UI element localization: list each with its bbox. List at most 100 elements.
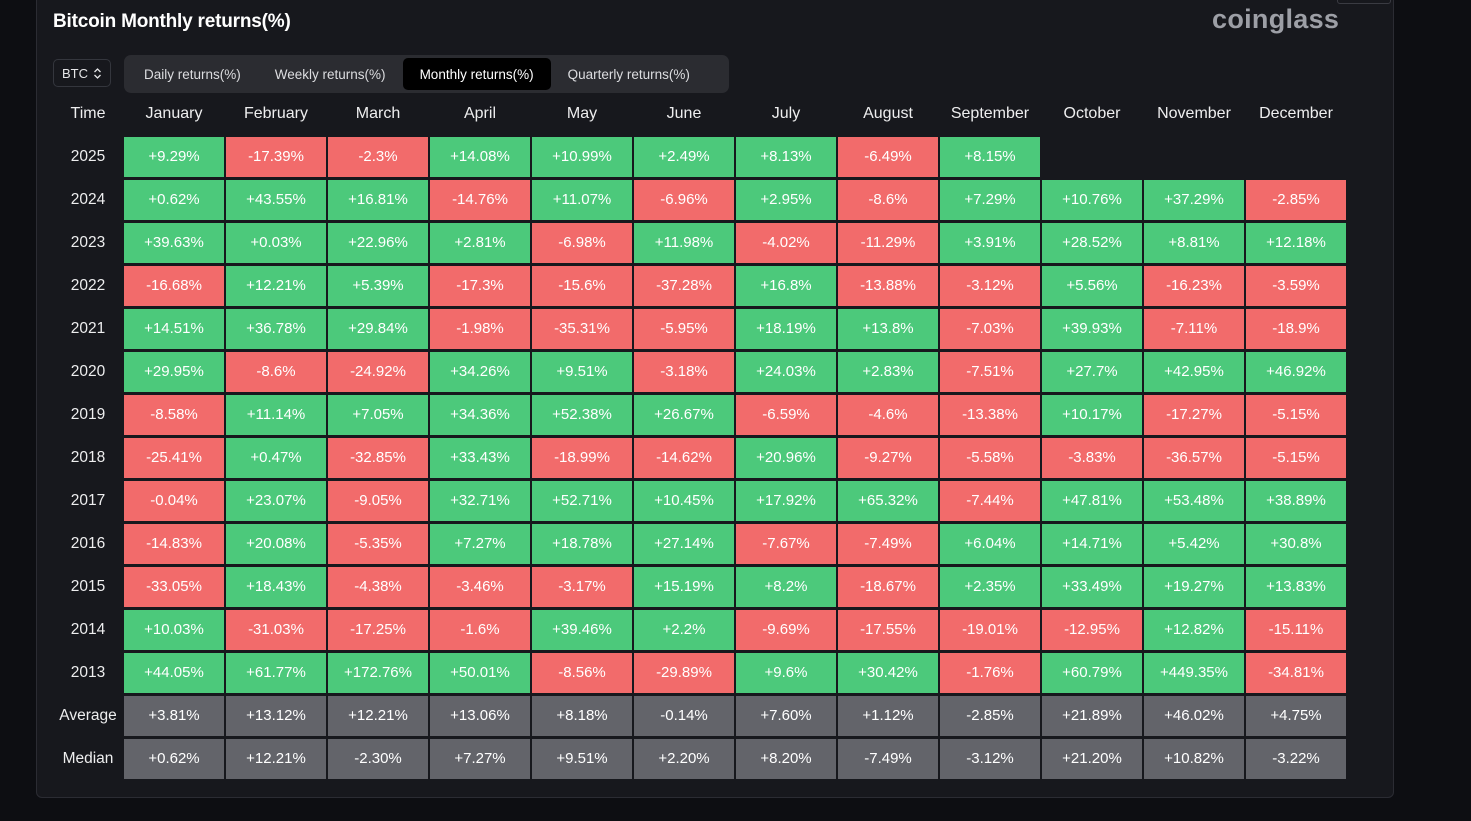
cell-2025-february: -17.39% xyxy=(226,137,326,177)
cell-2016-november: +5.42% xyxy=(1144,524,1244,564)
cell-2022-october: +5.56% xyxy=(1042,266,1142,306)
cell-2014-september: -19.01% xyxy=(940,610,1040,650)
cell-2019-november: -17.27% xyxy=(1144,395,1244,435)
cell-2015-march: -4.38% xyxy=(328,567,428,607)
cell-2022-december: -3.59% xyxy=(1246,266,1346,306)
row-label-2018: 2018 xyxy=(70,449,106,466)
cell-2023-april: +2.81% xyxy=(430,223,530,263)
cell-2013-january: +44.05% xyxy=(124,653,224,693)
cell-2020-april: +34.26% xyxy=(430,352,530,392)
cell-median-july: +8.20% xyxy=(736,739,836,779)
cell-2017-august: +65.32% xyxy=(838,481,938,521)
cell-2013-july: +9.6% xyxy=(736,653,836,693)
cell-2021-december: -18.9% xyxy=(1246,309,1346,349)
cell-2016-august: -7.49% xyxy=(838,524,938,564)
header-january: January xyxy=(145,105,203,122)
cell-2017-february: +23.07% xyxy=(226,481,326,521)
cell-median-february: +12.21% xyxy=(226,739,326,779)
cell-2022-january: -16.68% xyxy=(124,266,224,306)
cell-2020-january: +29.95% xyxy=(124,352,224,392)
asset-select[interactable]: BTC xyxy=(53,59,111,87)
returns-tab-bar: Daily returns(%) Weekly returns(%) Month… xyxy=(124,55,729,93)
cell-median-january: +0.62% xyxy=(124,739,224,779)
cell-2023-september: +3.91% xyxy=(940,223,1040,263)
cell-2017-march: -9.05% xyxy=(328,481,428,521)
header-october: October xyxy=(1063,105,1121,122)
cell-2021-may: -35.31% xyxy=(532,309,632,349)
tab-monthly-returns[interactable]: Monthly returns(%) xyxy=(402,58,551,90)
row-label-2021: 2021 xyxy=(70,320,106,337)
header-august: August xyxy=(863,105,913,122)
cell-2020-june: -3.18% xyxy=(634,352,734,392)
chevron-up-down-icon xyxy=(93,67,102,80)
panel-corner-tab xyxy=(1337,0,1391,4)
header-june: June xyxy=(666,105,702,122)
cell-2015-december: +13.83% xyxy=(1246,567,1346,607)
cell-2018-december: -5.15% xyxy=(1246,438,1346,478)
cell-2022-may: -15.6% xyxy=(532,266,632,306)
cell-median-april: +7.27% xyxy=(430,739,530,779)
cell-2015-july: +8.2% xyxy=(736,567,836,607)
cell-2013-september: -1.76% xyxy=(940,653,1040,693)
cell-2014-october: -12.95% xyxy=(1042,610,1142,650)
header-march: March xyxy=(355,105,401,122)
cell-2025-january: +9.29% xyxy=(124,137,224,177)
cell-2023-august: -11.29% xyxy=(838,223,938,263)
cell-average-december: +4.75% xyxy=(1246,696,1346,736)
cell-2015-august: -18.67% xyxy=(838,567,938,607)
cell-2014-august: -17.55% xyxy=(838,610,938,650)
cell-2025-september: +8.15% xyxy=(940,137,1040,177)
cell-2022-september: -3.12% xyxy=(940,266,1040,306)
cell-2019-april: +34.36% xyxy=(430,395,530,435)
cell-2023-december: +12.18% xyxy=(1246,223,1346,263)
cell-2021-september: -7.03% xyxy=(940,309,1040,349)
tab-weekly-returns[interactable]: Weekly returns(%) xyxy=(274,66,386,82)
cell-2023-may: -6.98% xyxy=(532,223,632,263)
cell-2016-may: +18.78% xyxy=(532,524,632,564)
cell-2018-february: +0.47% xyxy=(226,438,326,478)
cell-2020-november: +42.95% xyxy=(1144,352,1244,392)
cell-2021-february: +36.78% xyxy=(226,309,326,349)
cell-2024-april: -14.76% xyxy=(430,180,530,220)
header-may: May xyxy=(566,105,598,122)
cell-2014-april: -1.6% xyxy=(430,610,530,650)
row-label-average: Average xyxy=(59,707,117,724)
cell-2017-may: +52.71% xyxy=(532,481,632,521)
cell-2016-october: +14.71% xyxy=(1042,524,1142,564)
row-label-2023: 2023 xyxy=(70,234,106,251)
row-label-2022: 2022 xyxy=(70,277,106,294)
cell-2020-july: +24.03% xyxy=(736,352,836,392)
cell-2018-may: -18.99% xyxy=(532,438,632,478)
cell-median-march: -2.30% xyxy=(328,739,428,779)
header-time: Time xyxy=(70,105,106,122)
cell-2019-june: +26.67% xyxy=(634,395,734,435)
cell-2016-january: -14.83% xyxy=(124,524,224,564)
cell-2019-may: +52.38% xyxy=(532,395,632,435)
header-february: February xyxy=(243,105,309,122)
tab-quarterly-returns[interactable]: Quarterly returns(%) xyxy=(567,66,690,82)
cell-2022-march: +5.39% xyxy=(328,266,428,306)
tab-daily-returns[interactable]: Daily returns(%) xyxy=(144,66,241,82)
cell-2024-july: +2.95% xyxy=(736,180,836,220)
cell-2020-october: +27.7% xyxy=(1042,352,1142,392)
row-label-2020: 2020 xyxy=(70,363,106,380)
cell-2024-january: +0.62% xyxy=(124,180,224,220)
header-september: September xyxy=(950,105,1030,122)
cell-2020-august: +2.83% xyxy=(838,352,938,392)
cell-2017-june: +10.45% xyxy=(634,481,734,521)
cell-2017-july: +17.92% xyxy=(736,481,836,521)
cell-2017-november: +53.48% xyxy=(1144,481,1244,521)
cell-2013-april: +50.01% xyxy=(430,653,530,693)
cell-2014-december: -15.11% xyxy=(1246,610,1346,650)
cell-2021-august: +13.8% xyxy=(838,309,938,349)
cell-2013-march: +172.76% xyxy=(328,653,428,693)
cell-2014-january: +10.03% xyxy=(124,610,224,650)
cell-2020-december: +46.92% xyxy=(1246,352,1346,392)
cell-2022-july: +16.8% xyxy=(736,266,836,306)
cell-median-september: -3.12% xyxy=(940,739,1040,779)
cell-2021-march: +29.84% xyxy=(328,309,428,349)
cell-2023-november: +8.81% xyxy=(1144,223,1244,263)
cell-2025-july: +8.13% xyxy=(736,137,836,177)
cell-2013-february: +61.77% xyxy=(226,653,326,693)
